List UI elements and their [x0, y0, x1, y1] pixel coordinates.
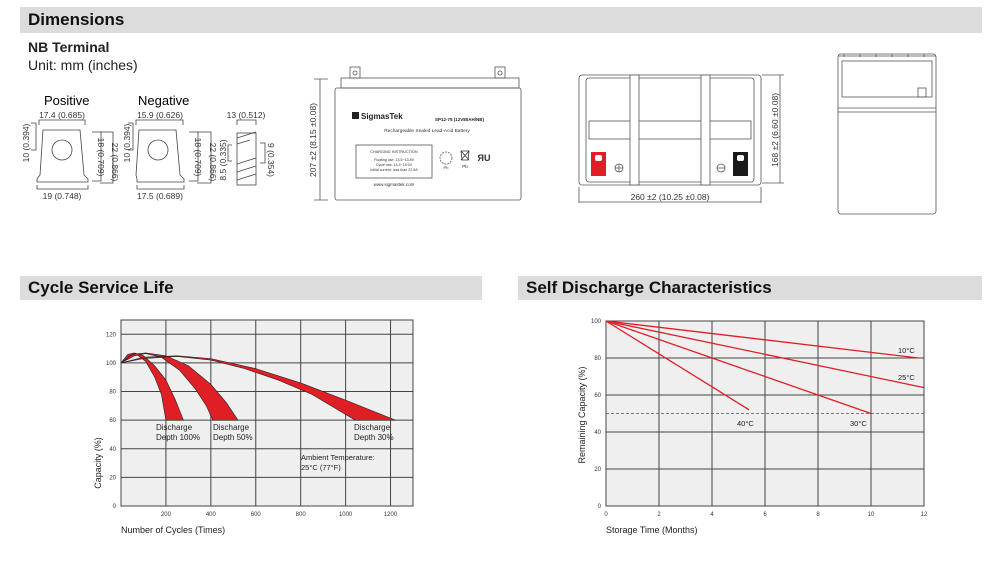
series-label: 30°C [850, 419, 867, 428]
dim-text: 8.5 (0.335) [218, 139, 228, 180]
series-line [605, 320, 919, 359]
x-tick-label: 800 [296, 512, 307, 518]
dim-text: 22 (0.866) [208, 143, 218, 182]
capacity-band [120, 352, 239, 421]
x-tick-label: 10 [868, 512, 875, 518]
series-line [605, 320, 925, 389]
x-tick-label: 12 [921, 512, 928, 518]
y-tick-label: 20 [109, 475, 116, 481]
unit-label: Unit: mm (inches) [28, 57, 138, 73]
self-discharge-chart: 0 2 4 6 8 10 12 0 20 40 60 80 100 10°C 25°C 30°C 40°C Sto… [577, 319, 928, 535]
capacity-band [120, 355, 396, 421]
x-tick-label: 8 [816, 512, 820, 518]
y-tick-label: 80 [594, 356, 601, 362]
x-tick-label: 600 [251, 512, 262, 518]
y-tick-label: 0 [113, 504, 117, 510]
height-dimension: 207 ±2 (8.15 ±0.08) [308, 103, 318, 177]
x-tick-label: 1200 [384, 512, 398, 518]
weee-bin-icon [460, 150, 470, 161]
battery-top-view: 168 ±2 (6.60 ±0.08) 260 ±2 (10.25 ±0.08) [578, 74, 784, 203]
series-label: 25°C [898, 373, 915, 382]
y-tick-label: 20 [594, 467, 601, 473]
y-tick-label: 80 [109, 390, 116, 396]
negative-label: Negative [138, 93, 189, 108]
terminal-drawing: Positive Negative 17.4 (0.685) 19 (0.748… [21, 93, 276, 201]
x-tick-label: 2 [657, 512, 661, 518]
charging-line: Initial current: less than 22.5A [370, 168, 418, 172]
annotation: Ambient Temperature: [301, 453, 375, 462]
series-label: Discharge [354, 423, 391, 432]
y-tick-label: 40 [109, 447, 116, 453]
annotation: 25°C (77°F) [301, 463, 341, 472]
y-axis-title: Remaining Capacity (%) [577, 366, 587, 463]
ul-mark-icon: ЯU [478, 153, 491, 163]
height-dimension: 168 ±2 (6.60 ±0.08) [770, 93, 780, 167]
charging-line: Floating use: 13.5~13.8V [374, 158, 415, 162]
y-tick-label: 60 [109, 418, 116, 424]
logo-icon [352, 112, 359, 119]
dim-text: 18 (0.709) [96, 138, 106, 177]
x-tick-label: 1000 [339, 512, 353, 518]
x-tick-label: 0 [604, 512, 608, 518]
x-axis-title: Number of Cycles (Times) [121, 525, 225, 535]
brand-logo: SigmasTek [361, 112, 403, 121]
charging-title: CHARGING INSTRUCTION [370, 150, 418, 154]
dim-text: 15.9 (0.626) [137, 110, 183, 120]
series-label: Discharge [156, 423, 193, 432]
y-tick-label: 0 [598, 504, 602, 510]
section-header-cycle-life: Cycle Service Life [20, 276, 482, 300]
dim-text: 10 (0.394) [21, 123, 31, 162]
dim-text: 18 (0.709) [193, 138, 203, 177]
series-label: 40°C [737, 419, 754, 428]
width-dimension: 260 ±2 (10.25 ±0.08) [631, 192, 710, 202]
battery-front-view: 207 ±2 (8.15 ±0.08) SigmasTek SP12-75 (1… [308, 66, 522, 201]
dim-text: 9 (0.354) [266, 143, 276, 177]
series-label: Depth 50% [213, 433, 253, 442]
y-tick-label: 60 [594, 393, 601, 399]
pb-label: Pb [462, 164, 468, 169]
dim-text: 17.4 (0.685) [39, 110, 85, 120]
section-header-dimensions: Dimensions [20, 7, 982, 33]
series-label: Discharge [213, 423, 250, 432]
dim-text: 13 (0.512) [227, 110, 266, 120]
dim-text: 17.5 (0.689) [137, 191, 183, 201]
y-tick-label: 100 [106, 361, 117, 367]
dim-text: 10 (0.394) [122, 123, 132, 162]
model-label: SP12-75 (12V80AH/NB) [435, 117, 485, 122]
positive-terminal [591, 152, 606, 176]
y-tick-label: 40 [594, 430, 601, 436]
positive-label: Positive [44, 93, 90, 108]
battery-side-view [837, 53, 937, 215]
cycle-life-chart: 200 400 600 800 1000 1200 0 20 40 60 80 100 120 Disch… [93, 319, 414, 535]
x-axis-title: Storage Time (Months) [606, 525, 698, 535]
x-tick-label: 200 [161, 512, 172, 518]
battery-subtitle: Rechargeable Sealed Lead-Acid Battery [384, 128, 470, 134]
y-axis-title: Capacity (%) [93, 437, 103, 489]
section-header-self-discharge: Self Discharge Characteristics [518, 276, 982, 300]
charging-line: Cycle use: 14.4~15.0V [376, 163, 413, 167]
x-tick-label: 400 [206, 512, 217, 518]
y-tick-label: 100 [591, 319, 602, 325]
x-tick-label: 4 [710, 512, 714, 518]
terminal-title: NB Terminal [28, 39, 110, 55]
series-label: Depth 30% [354, 433, 394, 442]
dim-text: 19 (0.748) [43, 191, 82, 201]
series-line [605, 320, 872, 415]
series-line [605, 320, 750, 411]
dim-text: 22 (0.866) [110, 143, 120, 182]
recycle-icon [439, 151, 453, 165]
series-label: Depth 100% [156, 433, 200, 442]
negative-terminal [733, 152, 748, 176]
y-tick-label: 120 [106, 332, 117, 338]
x-tick-label: 6 [763, 512, 767, 518]
pb-label: Pb [444, 165, 450, 170]
series-label: 10°C [898, 346, 915, 355]
website-label: www.sigmastek.com [374, 182, 415, 187]
